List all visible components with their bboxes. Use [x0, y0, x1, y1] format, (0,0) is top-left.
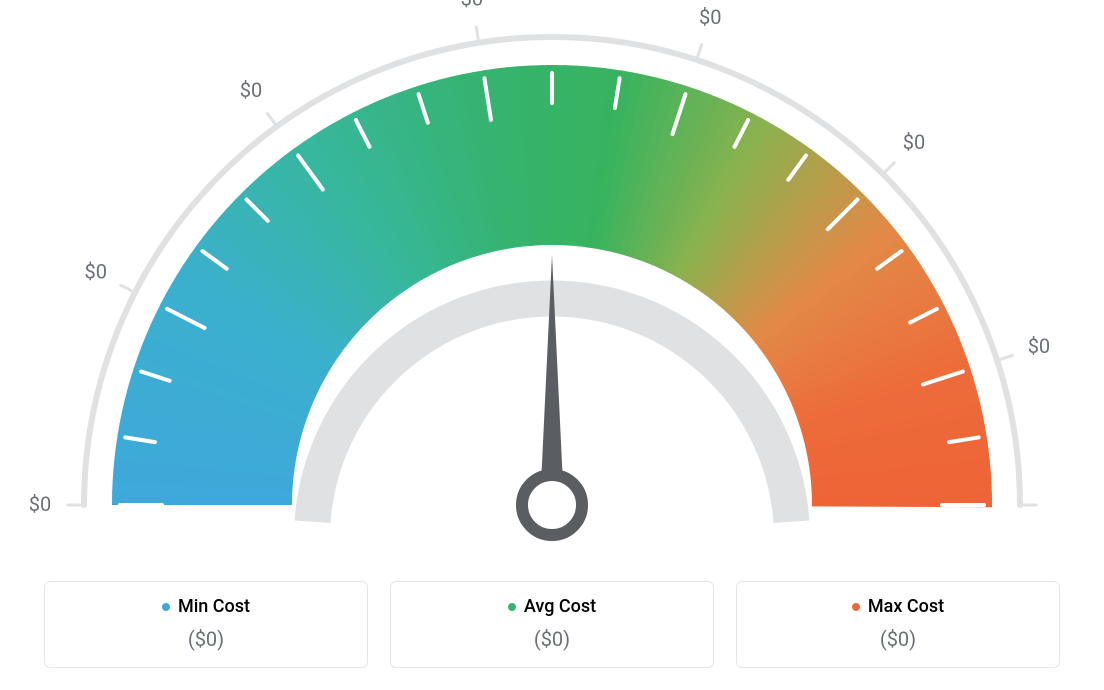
svg-text:$0: $0: [699, 5, 721, 29]
avg-dot-icon: [508, 603, 516, 611]
max-cost-label: Max Cost: [868, 596, 944, 617]
max-cost-card: Max Cost ($0): [736, 581, 1060, 669]
max-cost-title: Max Cost: [852, 596, 944, 617]
min-cost-value: ($0): [57, 627, 355, 651]
avg-cost-card: Avg Cost ($0): [390, 581, 714, 669]
avg-cost-title: Avg Cost: [508, 596, 596, 617]
min-cost-card: Min Cost ($0): [44, 581, 368, 669]
svg-text:$0: $0: [240, 78, 262, 102]
svg-text:$0: $0: [29, 492, 51, 516]
min-cost-label: Min Cost: [178, 596, 250, 617]
svg-text:$0: $0: [85, 260, 107, 284]
avg-cost-label: Avg Cost: [524, 596, 596, 617]
gauge-chart: $0 $0 $0 $0 $0 $0 $0: [0, 0, 1104, 555]
svg-text:$0: $0: [461, 0, 483, 10]
max-cost-value: ($0): [749, 627, 1047, 651]
svg-text:$0: $0: [1028, 334, 1050, 358]
gauge-svg: $0 $0 $0 $0 $0 $0 $0: [0, 0, 1104, 580]
min-cost-title: Min Cost: [162, 596, 250, 617]
min-dot-icon: [162, 603, 170, 611]
avg-cost-value: ($0): [403, 627, 701, 651]
legend-row: Min Cost ($0) Avg Cost ($0) Max Cost ($0…: [0, 581, 1104, 669]
svg-text:$0: $0: [903, 130, 925, 154]
max-dot-icon: [852, 603, 860, 611]
